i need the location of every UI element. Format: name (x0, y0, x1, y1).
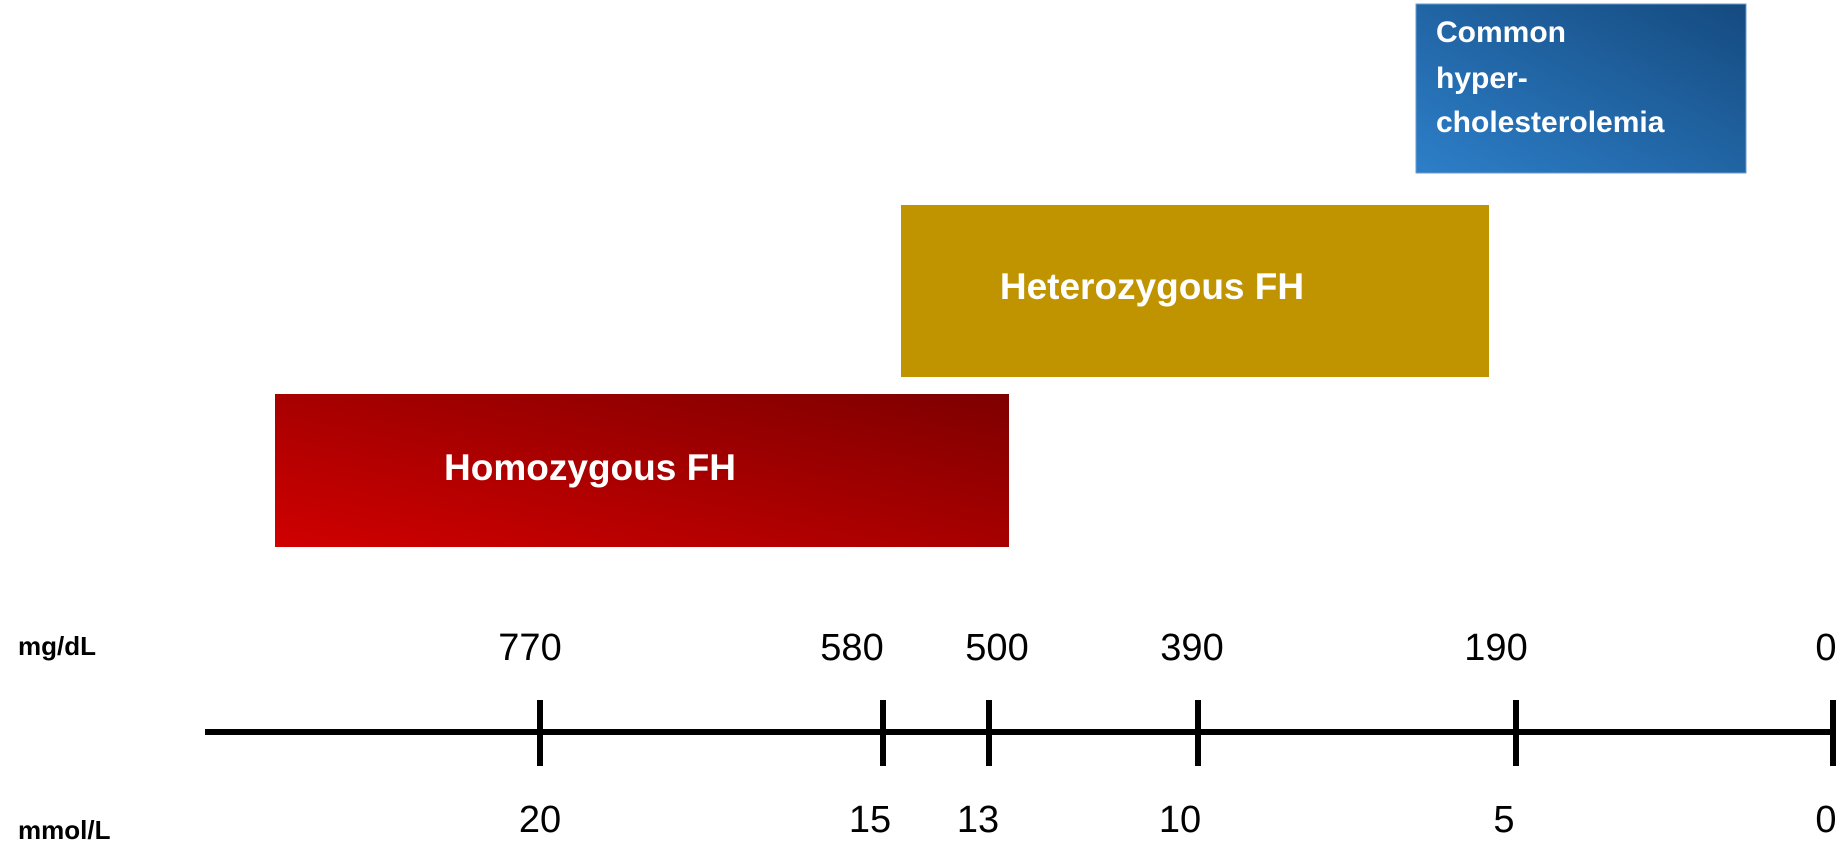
range-label: Heterozygous FH (1000, 266, 1304, 307)
mmol-label: 15 (849, 799, 891, 841)
unit-label: mg/dL (18, 631, 96, 661)
mgdl-label: 0 (1815, 627, 1836, 669)
mmol-label: 10 (1159, 799, 1201, 841)
mgdl-label: 190 (1464, 627, 1527, 669)
mgdl-label: 390 (1160, 627, 1223, 669)
range-label: hyper- (1436, 62, 1528, 95)
heterozygous-range (901, 205, 1489, 377)
mgdl-label: 580 (820, 627, 883, 669)
mmol-label: 5 (1493, 799, 1514, 841)
range-label: Common (1436, 16, 1566, 49)
mmol-label: 0 (1815, 799, 1836, 841)
mmol-label: 20 (519, 799, 561, 841)
mgdl-label: 500 (965, 627, 1028, 669)
homozygous-range (275, 394, 1009, 547)
common-range (1415, 3, 1747, 174)
range-label: cholesterolemia (1436, 106, 1665, 139)
unit-label: mmol/L (18, 815, 111, 845)
mmol-label: 13 (957, 799, 999, 841)
range-label: Homozygous FH (444, 447, 736, 488)
mgdl-label: 770 (498, 627, 561, 669)
